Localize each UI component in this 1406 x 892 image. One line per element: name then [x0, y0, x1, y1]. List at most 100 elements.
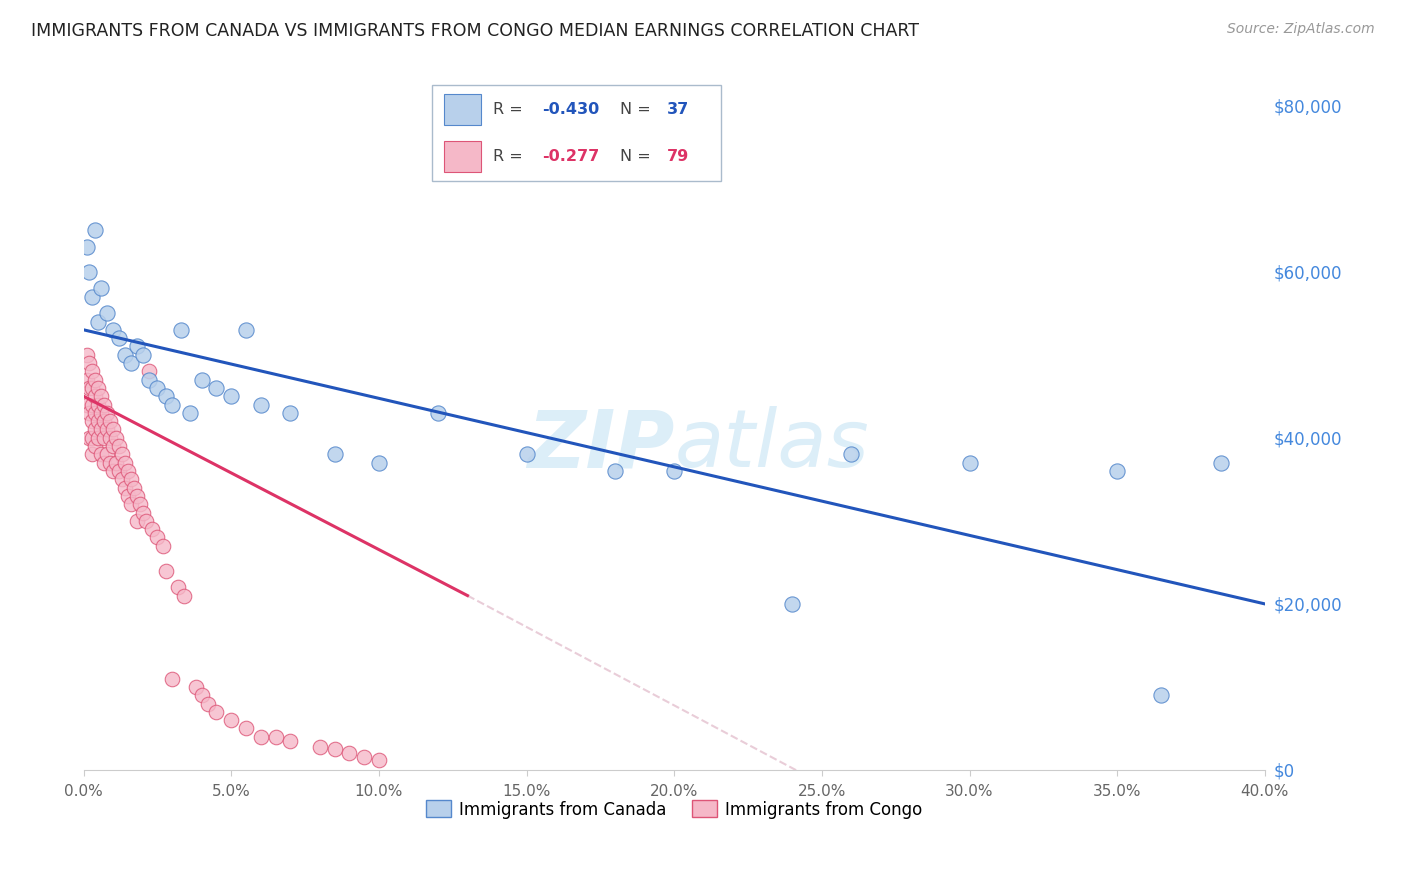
- Point: [90, 389, 112, 403]
- Point: [98, 456, 121, 470]
- Point: [117, 464, 139, 478]
- Point: [516, 447, 538, 461]
- Point: [219, 713, 242, 727]
- Point: [90, 281, 112, 295]
- Point: [323, 742, 346, 756]
- Legend: Immigrants from Canada, Immigrants from Congo: Immigrants from Canada, Immigrants from …: [419, 794, 929, 825]
- Point: [76, 398, 98, 412]
- Point: [79, 431, 101, 445]
- Point: [184, 680, 207, 694]
- Point: [197, 697, 219, 711]
- Point: [87, 398, 110, 412]
- Point: [249, 730, 271, 744]
- Point: [96, 406, 118, 420]
- Point: [76, 373, 98, 387]
- Point: [101, 464, 124, 478]
- Point: [146, 381, 169, 395]
- Point: [93, 414, 115, 428]
- Point: [84, 422, 107, 436]
- Point: [108, 464, 131, 478]
- Point: [160, 672, 183, 686]
- Point: [76, 348, 98, 362]
- Point: [87, 314, 110, 328]
- Point: [84, 439, 107, 453]
- Point: [79, 265, 101, 279]
- Point: [367, 753, 389, 767]
- Point: [190, 688, 212, 702]
- Point: [98, 414, 121, 428]
- Point: [120, 356, 142, 370]
- Point: [170, 323, 193, 337]
- Point: [108, 331, 131, 345]
- Point: [90, 406, 112, 420]
- Point: [264, 730, 287, 744]
- Point: [79, 356, 101, 370]
- Point: [249, 398, 271, 412]
- Point: [82, 290, 104, 304]
- Point: [93, 431, 115, 445]
- Point: [131, 348, 153, 362]
- Point: [155, 389, 177, 403]
- Point: [87, 431, 110, 445]
- Point: [101, 323, 124, 337]
- Point: [82, 364, 104, 378]
- Point: [1150, 688, 1173, 702]
- Point: [173, 589, 195, 603]
- Point: [105, 456, 128, 470]
- Point: [105, 431, 128, 445]
- Point: [114, 348, 136, 362]
- Point: [84, 406, 107, 420]
- Point: [152, 539, 174, 553]
- Point: [96, 422, 118, 436]
- Point: [135, 514, 157, 528]
- Text: atlas: atlas: [675, 406, 869, 484]
- Point: [128, 497, 150, 511]
- Point: [959, 456, 981, 470]
- Point: [426, 406, 449, 420]
- Point: [101, 439, 124, 453]
- Point: [101, 422, 124, 436]
- Point: [308, 739, 330, 754]
- Point: [131, 506, 153, 520]
- Point: [141, 522, 163, 536]
- Point: [87, 414, 110, 428]
- Point: [90, 447, 112, 461]
- Point: [82, 414, 104, 428]
- Point: [353, 749, 375, 764]
- Point: [138, 364, 160, 378]
- Point: [205, 705, 228, 719]
- Point: [76, 240, 98, 254]
- Point: [205, 381, 228, 395]
- Point: [79, 381, 101, 395]
- Point: [155, 564, 177, 578]
- Point: [146, 531, 169, 545]
- Point: [114, 481, 136, 495]
- Point: [179, 406, 201, 420]
- Point: [160, 398, 183, 412]
- Point: [125, 489, 148, 503]
- Point: [190, 373, 212, 387]
- Point: [111, 472, 134, 486]
- Point: [120, 497, 142, 511]
- Text: Source: ZipAtlas.com: Source: ZipAtlas.com: [1227, 22, 1375, 37]
- Point: [84, 223, 107, 237]
- Point: [98, 431, 121, 445]
- Point: [125, 339, 148, 353]
- Point: [278, 406, 301, 420]
- Point: [235, 722, 257, 736]
- Point: [125, 514, 148, 528]
- Point: [235, 323, 257, 337]
- Point: [87, 381, 110, 395]
- Point: [323, 447, 346, 461]
- Point: [93, 398, 115, 412]
- Point: [90, 422, 112, 436]
- Point: [96, 447, 118, 461]
- Point: [138, 373, 160, 387]
- Point: [278, 734, 301, 748]
- Point: [1209, 456, 1232, 470]
- Point: [605, 464, 627, 478]
- Point: [114, 456, 136, 470]
- Point: [167, 580, 190, 594]
- Point: [82, 431, 104, 445]
- Point: [122, 481, 145, 495]
